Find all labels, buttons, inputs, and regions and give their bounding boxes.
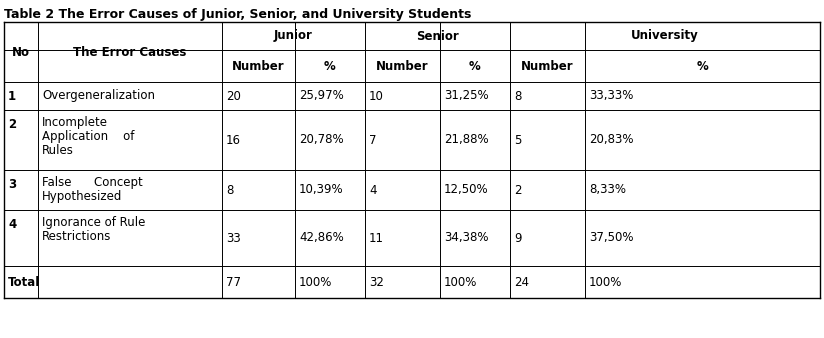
Text: 34,38%: 34,38% xyxy=(444,232,489,244)
Text: 20: 20 xyxy=(226,90,241,102)
Text: Incomplete: Incomplete xyxy=(42,116,108,129)
Text: Restrictions: Restrictions xyxy=(42,230,111,243)
Text: 3: 3 xyxy=(8,178,16,191)
Text: 8: 8 xyxy=(514,90,522,102)
Text: Number: Number xyxy=(522,59,574,72)
Text: %: % xyxy=(469,59,481,72)
Text: 4: 4 xyxy=(369,184,377,196)
Text: 24: 24 xyxy=(514,275,529,289)
Text: 42,86%: 42,86% xyxy=(299,232,344,244)
Text: 9: 9 xyxy=(514,232,522,244)
Text: 5: 5 xyxy=(514,134,522,146)
Text: 100%: 100% xyxy=(444,275,477,289)
Text: 8: 8 xyxy=(226,184,233,196)
Text: 2: 2 xyxy=(8,118,16,131)
Text: 33,33%: 33,33% xyxy=(589,90,634,102)
Text: 8,33%: 8,33% xyxy=(589,184,626,196)
Text: Total: Total xyxy=(8,275,40,289)
Text: %: % xyxy=(324,59,336,72)
Text: Senior: Senior xyxy=(416,29,459,43)
Text: 21,88%: 21,88% xyxy=(444,134,489,146)
Text: 2: 2 xyxy=(514,184,522,196)
Text: Ignorance of Rule: Ignorance of Rule xyxy=(42,216,145,229)
Text: 100%: 100% xyxy=(589,275,622,289)
Text: Junior: Junior xyxy=(274,29,313,43)
Text: Hypothesized: Hypothesized xyxy=(42,190,123,203)
Text: 4: 4 xyxy=(8,218,16,231)
Text: 10: 10 xyxy=(369,90,384,102)
Text: 20,78%: 20,78% xyxy=(299,134,344,146)
Text: 77: 77 xyxy=(226,275,241,289)
Text: 7: 7 xyxy=(369,134,377,146)
Text: University: University xyxy=(631,29,699,43)
Text: Number: Number xyxy=(377,59,428,72)
Text: 12,50%: 12,50% xyxy=(444,184,489,196)
Text: Application    of: Application of xyxy=(42,130,134,143)
Text: False      Concept: False Concept xyxy=(42,176,143,189)
Text: Rules: Rules xyxy=(42,144,74,157)
Text: 1: 1 xyxy=(8,90,16,102)
Text: %: % xyxy=(696,59,709,72)
Text: Number: Number xyxy=(232,59,285,72)
Text: 11: 11 xyxy=(369,232,384,244)
Text: 32: 32 xyxy=(369,275,384,289)
Text: 37,50%: 37,50% xyxy=(589,232,634,244)
Text: 10,39%: 10,39% xyxy=(299,184,344,196)
Text: 16: 16 xyxy=(226,134,241,146)
Text: The Error Causes: The Error Causes xyxy=(73,46,187,58)
Text: 33: 33 xyxy=(226,232,241,244)
Text: Table 2 The Error Causes of Junior, Senior, and University Students: Table 2 The Error Causes of Junior, Seni… xyxy=(4,8,471,21)
Text: Overgeneralization: Overgeneralization xyxy=(42,90,155,102)
Text: 31,25%: 31,25% xyxy=(444,90,489,102)
Text: 100%: 100% xyxy=(299,275,332,289)
Text: No: No xyxy=(12,46,30,58)
Text: 20,83%: 20,83% xyxy=(589,134,634,146)
Text: 25,97%: 25,97% xyxy=(299,90,344,102)
